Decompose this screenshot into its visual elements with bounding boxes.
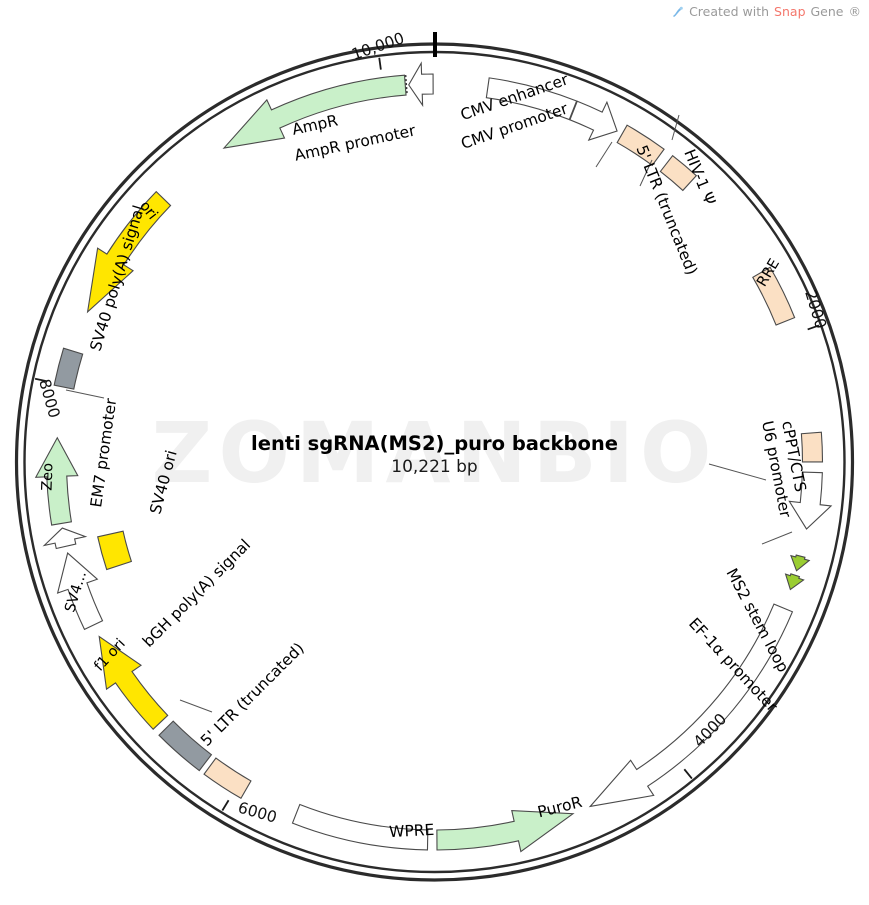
feature-label: WPRE [389,821,435,841]
feature-em7-promoter[interactable] [42,527,88,550]
feature-label: 5' LTR (truncated) [197,639,308,750]
backbone-circle [14,32,855,882]
feature-hiv-1[interactable] [659,154,698,192]
credit-suffix: ® [848,4,862,19]
feature-sv40-ori[interactable] [97,530,133,571]
feature-ef-1-promoter[interactable] [588,603,794,808]
leader-lines [65,114,793,713]
leader-line [761,531,793,545]
feature-cmv-promoter[interactable] [569,100,618,141]
svg-text:10,000: 10,000 [349,29,406,64]
svg-text:2000: 2000 [801,288,830,331]
leader-line [179,699,213,713]
ruler-tick-label: 10,000 [349,29,406,64]
plasmid-length: 10,221 bp [391,457,478,477]
feature-5-ltr-truncated-2[interactable] [203,757,252,800]
feature-zeo[interactable] [34,436,79,526]
feature-cmv-enhancer[interactable] [485,77,578,121]
feature-sv4[interactable] [56,552,104,631]
leader-line [708,463,767,481]
feature-ms2-stem-loop-2[interactable] [784,573,805,591]
feature-wpre[interactable] [291,803,429,851]
feature-ms2-stem-loop[interactable] [790,554,811,572]
credit-brand-b: Gene [810,4,844,19]
credit-prefix: Created with [689,4,770,19]
feature-cppt-cts[interactable] [800,431,824,463]
feature-ori[interactable] [86,190,172,314]
ampr-junction-divider [404,75,408,96]
feature-5-ltr-truncated[interactable] [616,124,665,167]
feature-sv40-poly-a-signal[interactable] [53,347,84,390]
credit-brand-a: Snap [774,4,806,19]
feature-puror[interactable] [436,809,575,853]
feature-bgh-poly-a-signal[interactable] [158,720,213,772]
snapgene-logo-icon [671,6,684,19]
leader-line [671,114,680,141]
feature-u6-promoter[interactable] [788,471,833,530]
leader-line [65,389,105,399]
feature-rre[interactable] [752,266,796,326]
feature-ampr-promoter[interactable] [408,61,434,108]
feature-f1-ori[interactable] [98,635,169,730]
feature-ampr[interactable] [222,74,407,149]
snapgene-credit: Created with Snap Gene ® [671,4,861,19]
feature-label: Zeo [40,463,57,491]
leader-line [595,141,613,168]
plasmid-name: lenti sgRNA(MS2)_puro backbone [251,432,618,455]
ruler-tick-label: 2000 [801,288,830,331]
svg-text:6000: 6000 [236,799,279,827]
leader-line [639,159,653,187]
ruler-tick-label: 6000 [236,799,279,827]
feature-layer [34,61,833,853]
feature-label: bGH poly(A) signal [139,536,254,651]
